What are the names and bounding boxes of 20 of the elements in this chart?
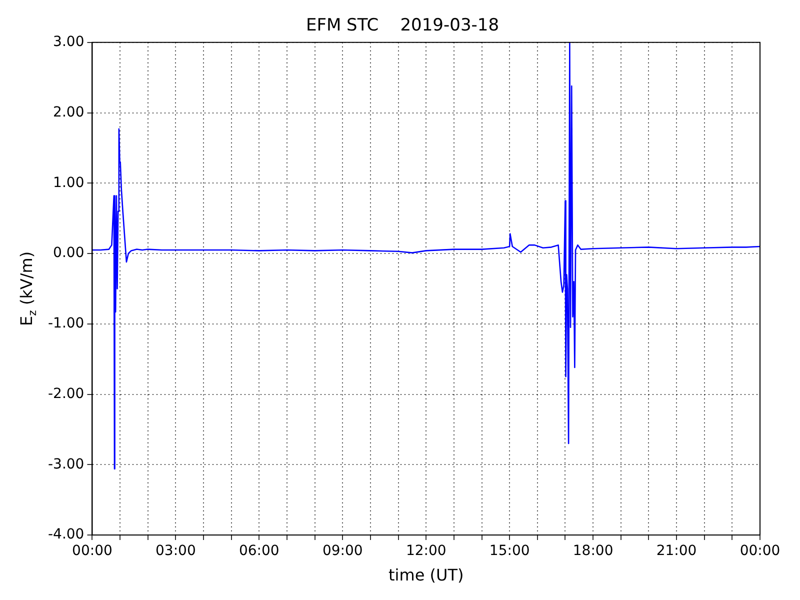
x-tick-label: 21:00 [656, 543, 697, 560]
x-tick-label: 00:00 [740, 543, 780, 560]
x-tick-label: 06:00 [238, 543, 280, 560]
y-tick-label: -2.00 [48, 386, 84, 402]
x-tick-label: 09:00 [322, 543, 363, 560]
y-axis-title: Ez (kV/m) [17, 251, 39, 326]
y-tick-label: 2.00 [53, 104, 84, 120]
x-axis-title: time (UT) [388, 566, 464, 585]
y-tick-label: -4.00 [48, 526, 84, 543]
x-tick-label: 15:00 [489, 543, 530, 560]
y-tick-label: -1.00 [48, 316, 84, 332]
x-tick-label: 12:00 [406, 543, 446, 560]
x-tick-label: 03:00 [156, 543, 196, 560]
chart-title: EFM STC 2019-03-18 [306, 16, 500, 36]
y-tick-label: 1.00 [53, 174, 84, 191]
x-tick-label: 00:00 [72, 543, 112, 560]
y-tick-label: 0.00 [53, 245, 84, 262]
x-tick-label: 18:00 [572, 543, 614, 560]
y-tick-label: -3.00 [48, 456, 84, 472]
y-tick-label: 3.00 [53, 34, 84, 50]
